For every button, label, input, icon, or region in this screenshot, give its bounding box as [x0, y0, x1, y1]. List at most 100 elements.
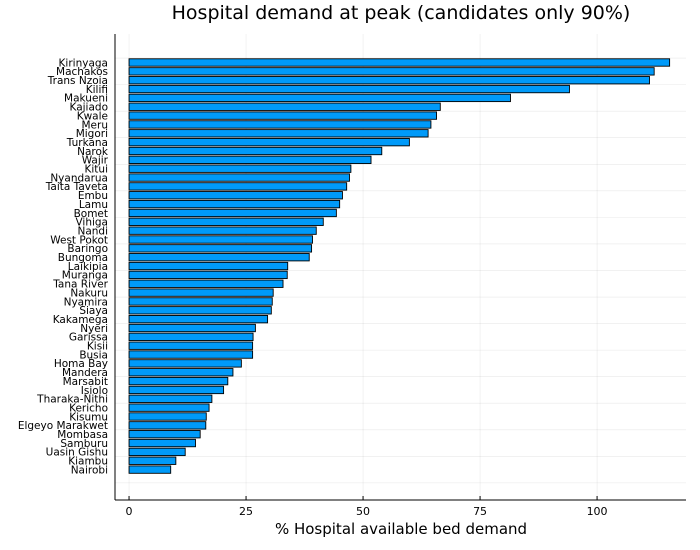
bar-18 — [128, 217, 324, 226]
bar-41 — [128, 421, 207, 430]
category-label-6: Kwale — [77, 110, 108, 122]
category-label-16: Lamu — [79, 199, 108, 211]
bar-33 — [128, 350, 254, 359]
category-label-20: West Pokot — [50, 234, 108, 246]
bar-29 — [128, 315, 269, 324]
bar-23 — [128, 261, 289, 271]
category-label-5: Kajiado — [70, 102, 109, 114]
bar-19 — [128, 226, 317, 235]
category-label-28: Siaya — [79, 305, 108, 317]
category-label-29: Kakamega — [53, 314, 108, 326]
bar-20 — [128, 235, 313, 244]
category-label-14: Taita Taveta — [45, 181, 108, 193]
bar-35 — [128, 368, 234, 377]
category-label-22: Bungoma — [58, 252, 108, 264]
bar-6 — [128, 111, 437, 120]
category-label-4: Makueni — [64, 93, 108, 105]
category-label-32: Kisii — [87, 341, 108, 353]
bar-16 — [128, 199, 341, 209]
bar-8 — [128, 129, 429, 138]
bar-24 — [128, 270, 288, 280]
bar-30 — [128, 323, 256, 333]
bar-13 — [128, 173, 350, 182]
bar-3 — [128, 84, 570, 94]
category-label-25: Tana River — [52, 279, 108, 291]
category-label-42: Mombasa — [57, 429, 108, 441]
category-label-9: Turkana — [66, 137, 108, 149]
category-label-1: Machakos — [56, 66, 108, 78]
x-tick-label-1: 25 — [239, 505, 253, 518]
bar-14 — [128, 182, 348, 191]
bars — [128, 58, 671, 474]
bar-0 — [128, 58, 671, 67]
bar-9 — [128, 137, 410, 147]
bar-2 — [128, 76, 650, 85]
bar-10 — [128, 146, 383, 156]
category-label-34: Homa Bay — [54, 358, 108, 370]
x-tick-label-2: 50 — [356, 505, 370, 518]
category-label-17: Bomet — [74, 208, 108, 220]
x-tick-label-4: 100 — [587, 505, 608, 518]
bar-44 — [128, 447, 186, 457]
bar-5 — [128, 102, 441, 111]
x-tick-label-0: 0 — [126, 505, 133, 518]
bar-21 — [128, 244, 313, 253]
category-label-41: Elgeyo Marakwet — [18, 420, 108, 432]
chart-title: Hospital demand at peak (candidates only… — [172, 2, 631, 24]
bar-7 — [128, 120, 432, 129]
bar-40 — [128, 412, 207, 421]
x-tick-label-3: 75 — [473, 505, 487, 518]
bar-15 — [128, 191, 343, 200]
category-label-27: Nyamira — [64, 296, 108, 308]
bar-17 — [128, 208, 337, 218]
bar-43 — [128, 438, 196, 448]
bar-31 — [128, 332, 254, 341]
bar-11 — [128, 155, 372, 164]
bar-34 — [128, 359, 242, 368]
category-label-31: Garissa — [69, 332, 108, 344]
category-label-46: Nairobi — [71, 464, 108, 476]
bar-45 — [128, 456, 177, 465]
bar-27 — [128, 297, 273, 306]
bar-26 — [128, 288, 274, 297]
category-label-24: Muranga — [62, 270, 108, 282]
category-label-39: Kericho — [69, 402, 108, 414]
category-label-21: Baringo — [67, 243, 108, 255]
category-label-18: Vihiga — [75, 217, 108, 229]
bar-1 — [128, 67, 655, 76]
category-label-26: Nakuru — [70, 287, 108, 299]
bar-32 — [128, 341, 254, 350]
category-label-45: Kiambu — [68, 456, 108, 468]
bar-46 — [128, 465, 172, 474]
category-label-2: Trans Nzoia — [47, 75, 108, 87]
category-label-0: Kirinyaga — [59, 57, 108, 69]
category-label-19: Nandi — [77, 225, 108, 237]
bar-38 — [128, 394, 213, 403]
bar-37 — [128, 385, 225, 395]
category-label-15: Embu — [78, 190, 108, 202]
bar-36 — [128, 376, 229, 386]
category-label-8: Migori — [76, 128, 108, 140]
bar-25 — [128, 279, 284, 288]
category-label-33: Busia — [79, 349, 108, 361]
bar-42 — [128, 430, 201, 439]
category-label-30: Nyeri — [80, 323, 108, 335]
x-axis-label: % Hospital available bed demand — [275, 520, 527, 538]
bar-4 — [128, 93, 511, 103]
category-label-23: Laikipia — [68, 261, 108, 273]
bar-22 — [128, 253, 310, 262]
bar-12 — [128, 164, 352, 173]
category-label-37: Isiolo — [81, 385, 108, 397]
category-label-3: Kilifi — [86, 84, 108, 96]
category-label-35: Mandera — [62, 367, 108, 379]
category-label-36: Marsabit — [63, 376, 108, 388]
category-label-10: Narok — [77, 146, 109, 158]
category-label-43: Samburu — [60, 438, 108, 450]
x-tick-labels: 0 25 50 75 100 — [126, 496, 608, 518]
category-label-11: Wajir — [82, 155, 109, 167]
bar-28 — [128, 306, 272, 315]
category-label-12: Kitui — [85, 164, 109, 176]
category-label-44: Uasin Gishu — [46, 447, 108, 459]
